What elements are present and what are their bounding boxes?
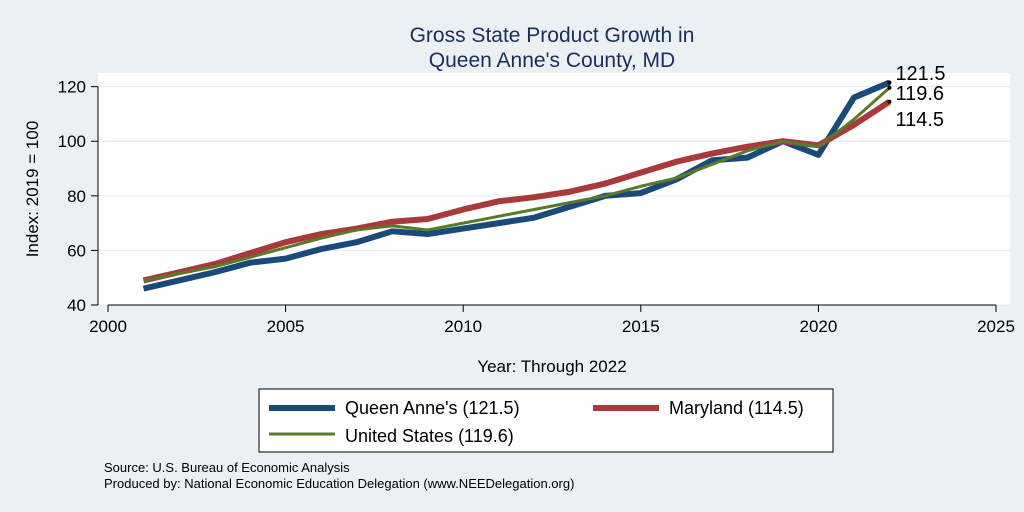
end-label-united-states: 119.6 bbox=[895, 83, 944, 105]
x-axis-label: Year: Through 2022 bbox=[477, 357, 626, 376]
chart-title-line-1: Gross State Product Growth in bbox=[410, 24, 695, 47]
y-tick-label-120: 120 bbox=[58, 78, 86, 97]
axes: 40 60 80 100 120 2000 2005 2010 2015 2020 2025 bbox=[58, 78, 1015, 336]
end-point-queen-anne-s bbox=[887, 80, 892, 85]
x-tick-label-2020: 2020 bbox=[799, 317, 837, 336]
legend: Queen Anne's (121.5) Maryland (114.5) Un… bbox=[258, 388, 834, 453]
x-tick-label-2005: 2005 bbox=[267, 317, 305, 336]
chart-title-line-2: Queen Anne's County, MD bbox=[429, 49, 675, 72]
end-label-queen-anne-s: 121.5 bbox=[895, 63, 945, 85]
y-tick-label-40: 40 bbox=[67, 296, 86, 315]
plot-area bbox=[98, 73, 1010, 305]
legend-label-queen-annes: Queen Anne's (121.5) bbox=[345, 398, 520, 418]
x-tick-label-2010: 2010 bbox=[444, 317, 482, 336]
y-axis-label: Index: 2019 = 100 bbox=[23, 121, 42, 258]
y-tick-label-100: 100 bbox=[58, 132, 86, 151]
produced-by-note: Produced by: National Economic Education… bbox=[104, 476, 574, 491]
end-point-united-states bbox=[887, 85, 892, 90]
y-tick-label-60: 60 bbox=[67, 241, 86, 260]
series-line-queen-anne-s bbox=[142, 79, 891, 292]
series-lines bbox=[142, 79, 892, 292]
series-line-united-states bbox=[143, 86, 891, 282]
end-label-maryland: 114.5 bbox=[895, 109, 944, 131]
x-tick-label-2015: 2015 bbox=[622, 317, 660, 336]
legend-label-maryland: Maryland (114.5) bbox=[669, 398, 804, 418]
legend-box bbox=[258, 388, 834, 453]
y-tick-label-80: 80 bbox=[67, 187, 86, 206]
x-tick-label-2025: 2025 bbox=[977, 317, 1015, 336]
x-tick-label-2000: 2000 bbox=[89, 317, 127, 336]
source-note: Source: U.S. Bureau of Economic Analysis bbox=[104, 460, 350, 475]
legend-label-united-states: United States (119.6) bbox=[345, 426, 514, 446]
end-point-maryland bbox=[887, 99, 892, 104]
series-line-maryland bbox=[142, 99, 892, 284]
